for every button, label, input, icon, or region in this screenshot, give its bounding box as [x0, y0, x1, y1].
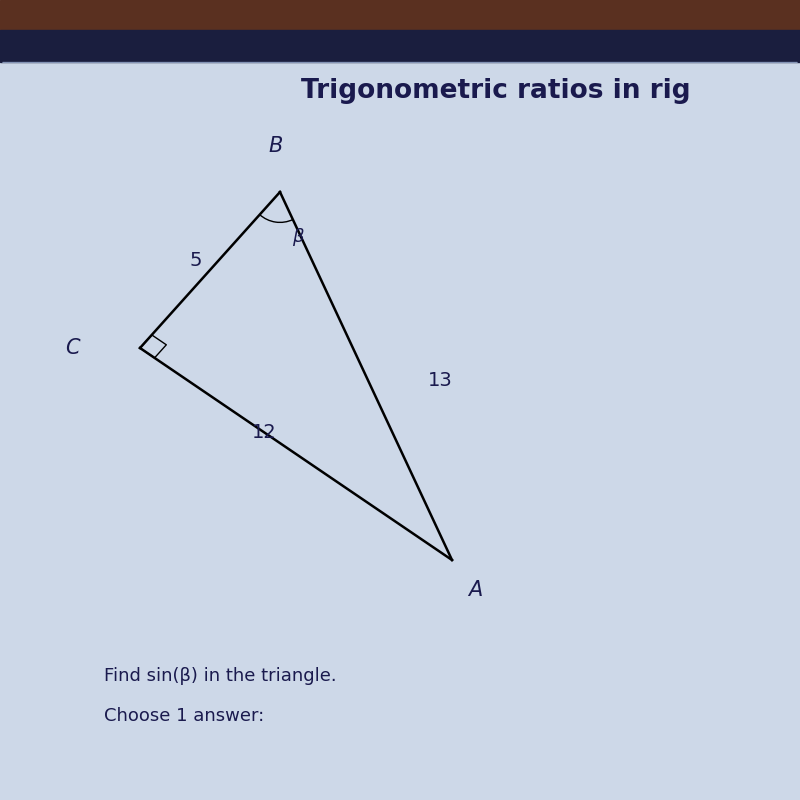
Text: 12: 12 [252, 422, 276, 442]
Text: Find sin(β) in the triangle.: Find sin(β) in the triangle. [104, 667, 337, 685]
Text: 13: 13 [428, 370, 453, 390]
Text: Choose 1 answer:: Choose 1 answer: [104, 707, 264, 725]
Text: B: B [269, 136, 283, 156]
Text: C: C [66, 338, 80, 358]
Text: A: A [468, 580, 482, 600]
Text: Trigonometric ratios in rig: Trigonometric ratios in rig [301, 78, 691, 105]
Text: β: β [292, 228, 303, 246]
Text: 5: 5 [190, 250, 202, 270]
